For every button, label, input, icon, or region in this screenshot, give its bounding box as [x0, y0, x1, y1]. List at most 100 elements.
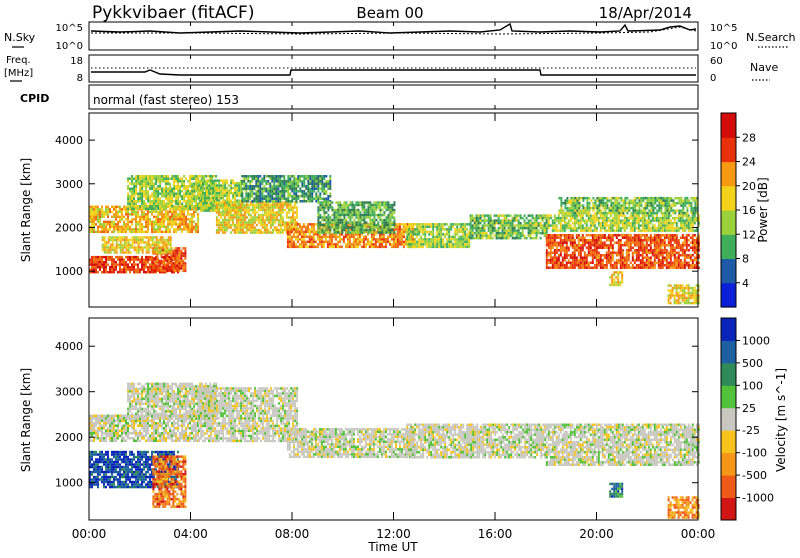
- heatmap-cell: [121, 271, 123, 274]
- heatmap-cell: [361, 241, 363, 244]
- heatmap-cell: [175, 178, 177, 181]
- heatmap-cell: [464, 223, 466, 226]
- heatmap-cell: [287, 183, 289, 186]
- heatmap-cell: [317, 206, 319, 209]
- heatmap-cell: [608, 234, 610, 237]
- heatmap-cell: [582, 234, 584, 237]
- heatmap-cell: [117, 216, 119, 219]
- heatmap-cell: [191, 223, 193, 226]
- heatmap-cell: [576, 259, 578, 262]
- heatmap-cell: [152, 267, 154, 270]
- heatmap-cell: [137, 258, 139, 261]
- heatmap-cell: [174, 270, 176, 273]
- heatmap-cell: [648, 257, 650, 260]
- heatmap-cell: [301, 246, 303, 249]
- heatmap-cell: [292, 214, 294, 217]
- heatmap-cell: [193, 200, 195, 203]
- heatmap-cell: [157, 178, 159, 181]
- heatmap-cell: [560, 242, 562, 245]
- heatmap-cell: [309, 175, 311, 178]
- heatmap-cell: [289, 180, 291, 183]
- heatmap-cell: [662, 262, 664, 265]
- heatmap-cell: [139, 226, 141, 229]
- heatmap-cell: [173, 231, 175, 234]
- heatmap-cell: [622, 237, 624, 240]
- heatmap-cell: [161, 178, 163, 181]
- heatmap-cell: [132, 236, 134, 239]
- heatmap-cell: [214, 194, 216, 197]
- heatmap-cell: [111, 258, 113, 261]
- heatmap-cell: [554, 237, 556, 240]
- heatmap-cell: [170, 255, 172, 258]
- heatmap-cell: [263, 180, 265, 183]
- heatmap-cell: [165, 208, 167, 211]
- heatmap-cell: [351, 221, 353, 224]
- heatmap-cell: [236, 201, 238, 204]
- heatmap-cell: [95, 263, 97, 266]
- heatmap-cell: [486, 219, 488, 222]
- heatmap-cell: [351, 236, 353, 239]
- heatmap-cell: [178, 260, 180, 263]
- heatmap-cell: [568, 237, 570, 240]
- heatmap-cell: [105, 228, 107, 231]
- heatmap-cell: [303, 178, 305, 181]
- heatmap-cell: [359, 243, 361, 246]
- heatmap-cell: [317, 183, 319, 186]
- heatmap-cell: [502, 219, 504, 222]
- heatmap-cell: [170, 267, 172, 270]
- heatmap-cell: [331, 209, 333, 212]
- noise-sky-label: N.Sky: [4, 31, 36, 44]
- heatmap-cell: [369, 204, 371, 207]
- heatmap-cell: [450, 238, 452, 241]
- heatmap-cell: [142, 246, 144, 249]
- heatmap-cell: [181, 190, 183, 193]
- heatmap-cell: [259, 175, 261, 178]
- heatmap-cell: [307, 188, 309, 191]
- heatmap-cell: [280, 206, 282, 209]
- heatmap-cell: [612, 267, 614, 270]
- heatmap-cell: [271, 200, 273, 203]
- heatmap-cell: [552, 262, 554, 265]
- heatmap-cell: [574, 247, 576, 250]
- heatmap-cell: [176, 252, 178, 255]
- heatmap-cell: [256, 219, 258, 222]
- heatmap-cell: [640, 234, 642, 237]
- heatmap-cell: [254, 204, 256, 207]
- heatmap-cell: [646, 242, 648, 245]
- heatmap-cell: [112, 244, 114, 247]
- heatmap-cell: [137, 223, 139, 226]
- heatmap-cell: [255, 200, 257, 203]
- heatmap-cell: [118, 236, 120, 239]
- heatmap-cell: [428, 246, 430, 249]
- heatmap-cell: [357, 229, 359, 232]
- heatmap-cell: [232, 182, 234, 185]
- heatmap-cell: [244, 209, 246, 212]
- heatmap-cell: [260, 231, 262, 234]
- heatmap-cell: [234, 187, 236, 190]
- heatmap-cell: [516, 214, 518, 217]
- heatmap-cell: [169, 188, 171, 191]
- heatmap-cell: [351, 206, 353, 209]
- heatmap-cell: [359, 211, 361, 214]
- heatmap-cell: [327, 183, 329, 186]
- heatmap-cell: [620, 242, 622, 245]
- heatmap-cell: [379, 211, 381, 214]
- heatmap-cell: [329, 201, 331, 204]
- heatmap-cell: [420, 223, 422, 226]
- heatmap-cell: [149, 198, 151, 201]
- heatmap-cell: [255, 178, 257, 181]
- heatmap-cell: [401, 233, 403, 236]
- heatmap-cell: [109, 211, 111, 214]
- heatmap-cell: [478, 219, 480, 222]
- heatmap-cell: [259, 183, 261, 186]
- heatmap-cell: [516, 224, 518, 227]
- heatmap-cell: [287, 238, 289, 241]
- heatmap-cell: [189, 195, 191, 198]
- heatmap-cell: [241, 190, 243, 193]
- heatmap-cell: [99, 211, 101, 214]
- heatmap-cell: [610, 254, 612, 257]
- heatmap-cell: [181, 208, 183, 211]
- heatmap-cell: [347, 246, 349, 249]
- heatmap-cell: [214, 207, 216, 210]
- heatmap-cell: [422, 246, 424, 249]
